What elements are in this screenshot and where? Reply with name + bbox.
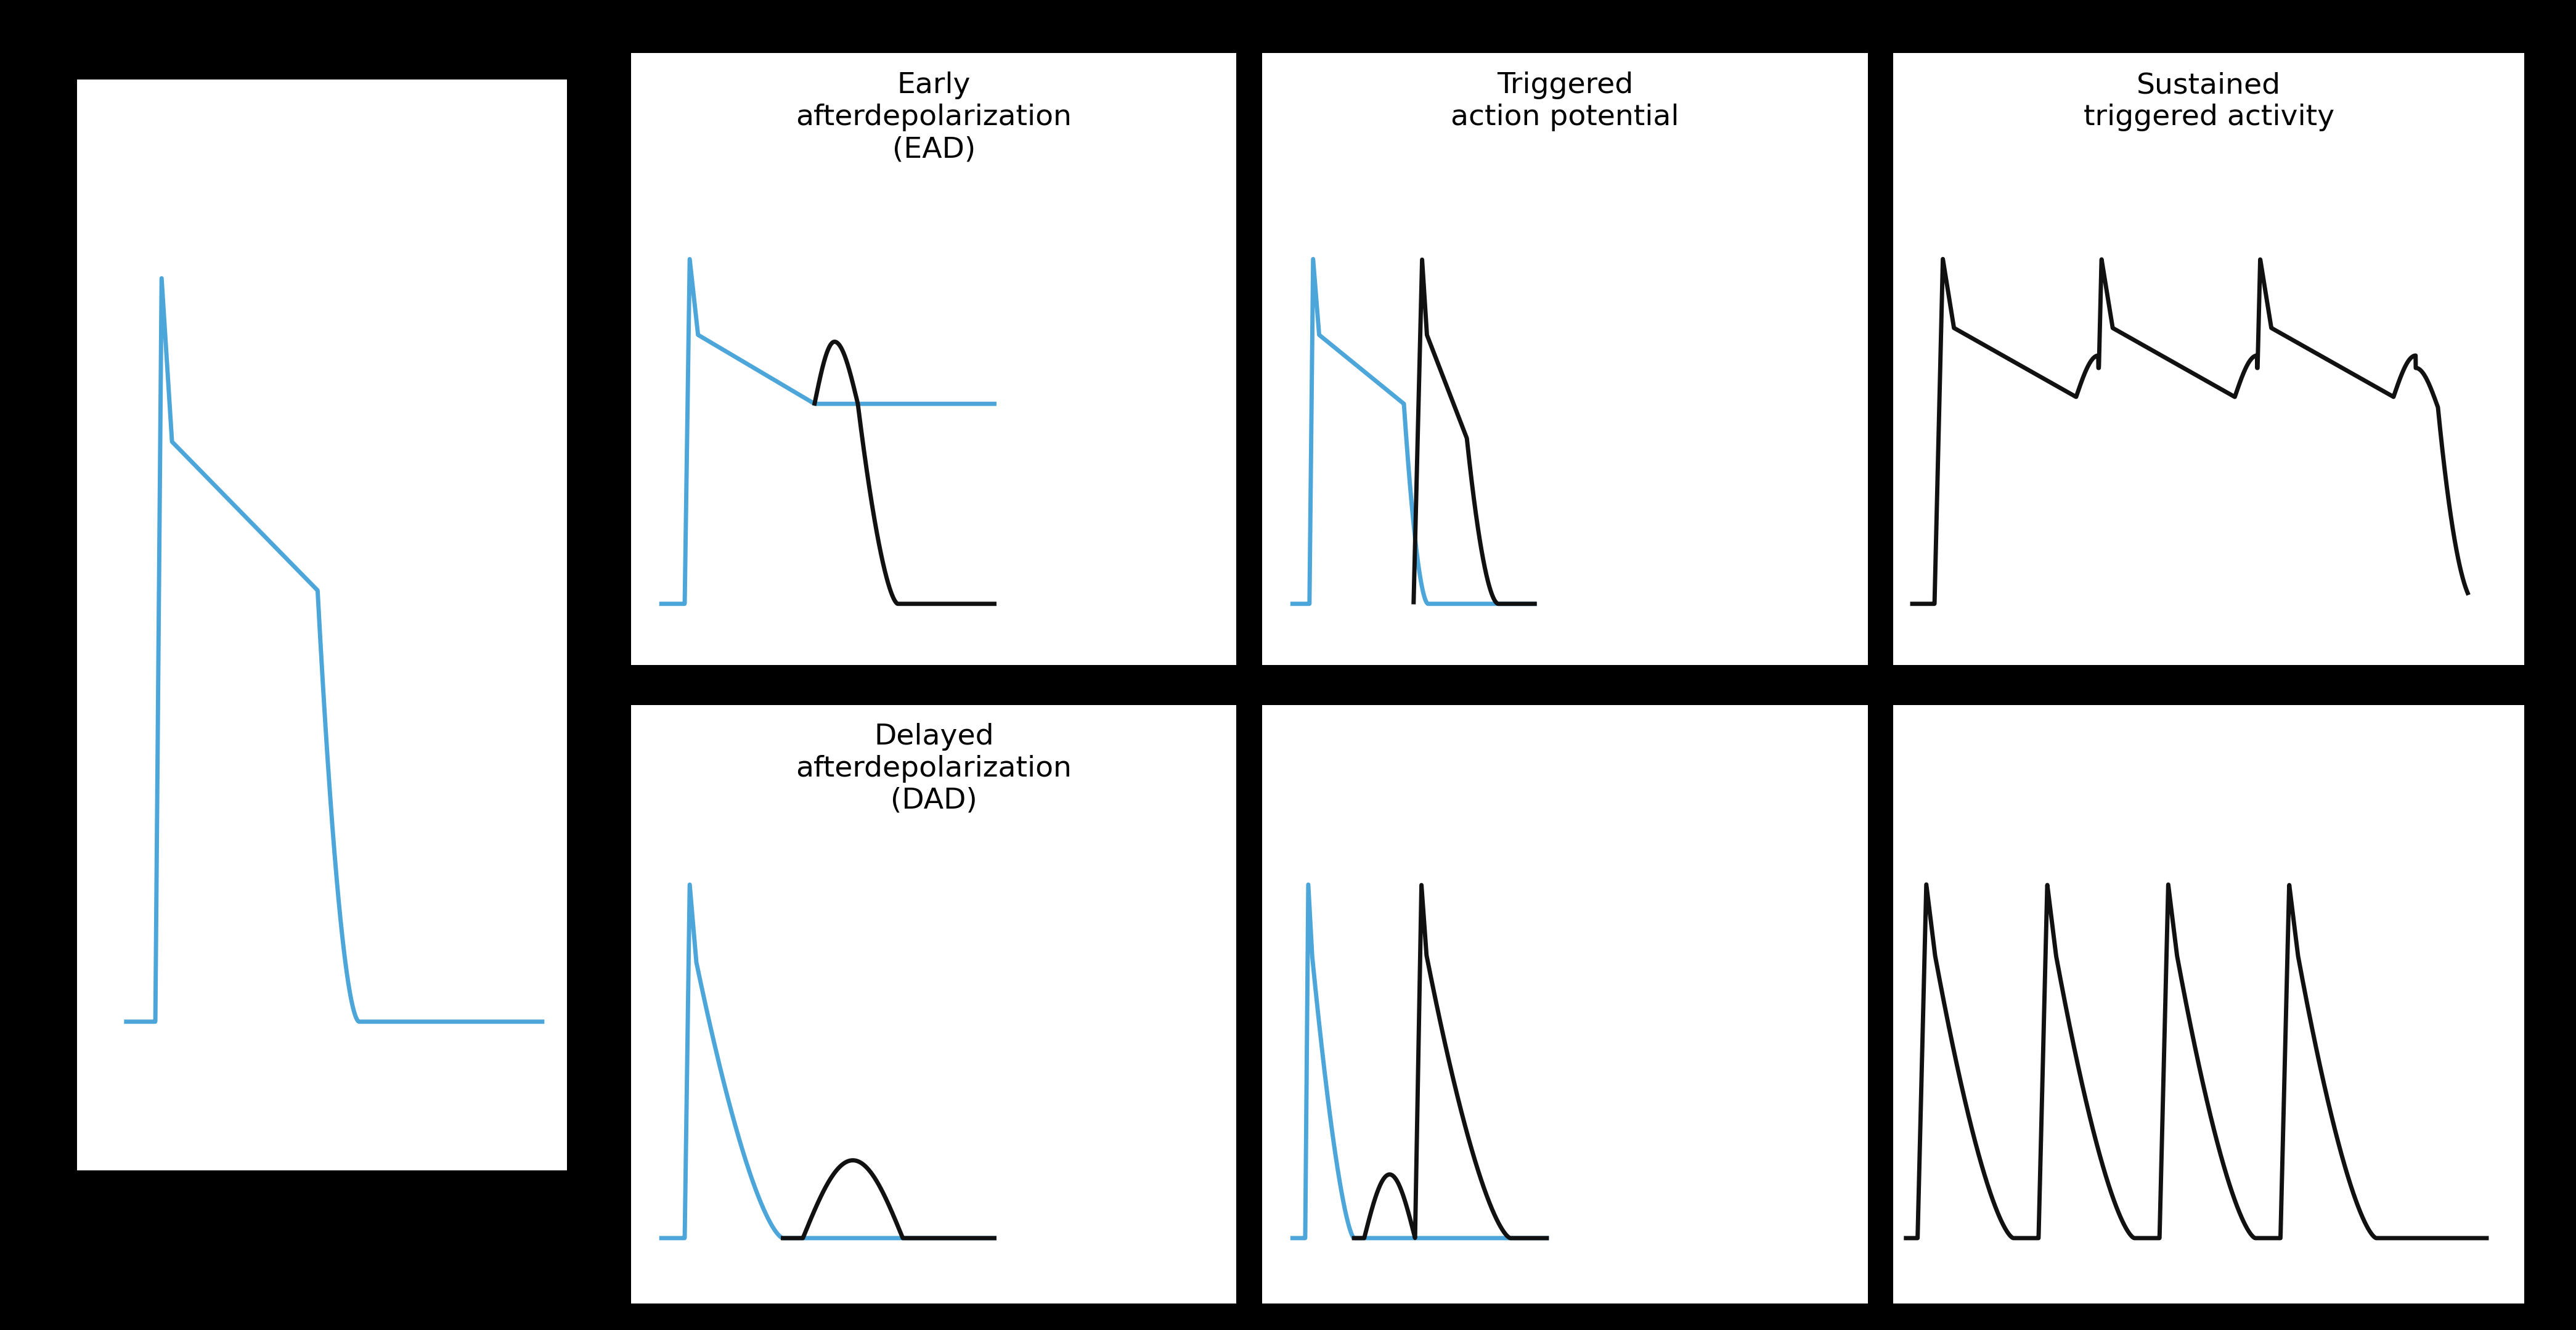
Text: Early
afterdepolarization
(EAD): Early afterdepolarization (EAD) [796,72,1072,164]
Text: Normal
Action
Potential: Normal Action Potential [0,572,23,678]
Text: Triggered
action potential: Triggered action potential [1450,72,1680,132]
Text: Sustained
triggered activity: Sustained triggered activity [2084,72,2334,132]
Text: Delayed
afterdepolarization
(DAD): Delayed afterdepolarization (DAD) [796,724,1072,815]
